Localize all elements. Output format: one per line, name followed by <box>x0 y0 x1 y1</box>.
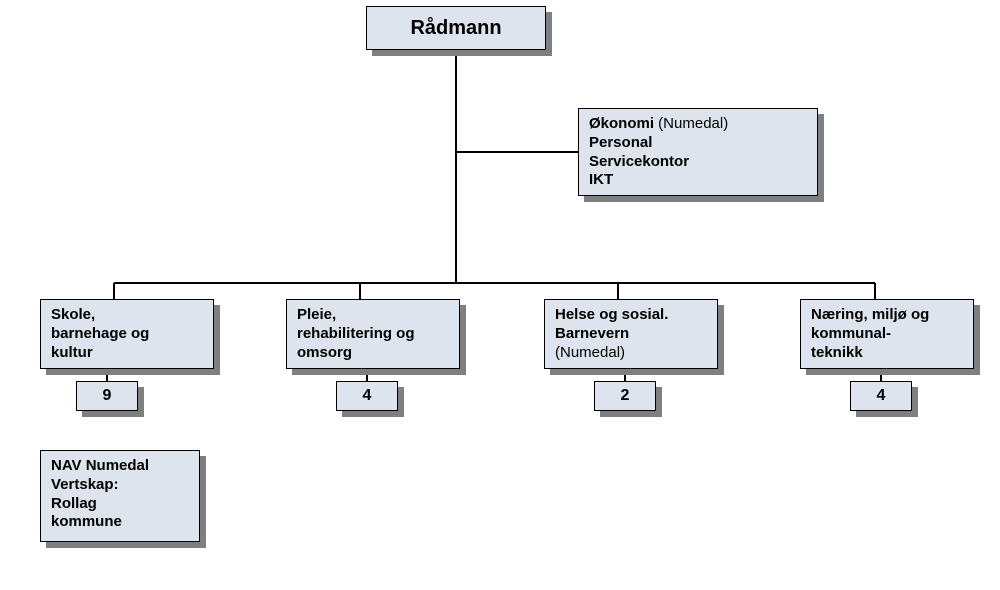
department-count: 4 <box>850 381 912 411</box>
department-count: 9 <box>76 381 138 411</box>
org-chart: Rådmann Økonomi (Numedal)PersonalServicek… <box>0 0 1000 590</box>
department-line: Helse og sosial. <box>555 306 707 325</box>
department-line: kommunal- <box>811 325 963 344</box>
department-line: barnehage og <box>51 325 203 344</box>
department-line: Barnevern <box>555 325 707 344</box>
department-count: 2 <box>594 381 656 411</box>
department-box: Helse og sosial.Barnevern(Numedal) <box>544 299 718 369</box>
root-node: Rådmann <box>366 6 546 50</box>
department-line: Pleie, <box>297 306 449 325</box>
department-box: Næring, miljø ogkommunal-teknikk <box>800 299 974 369</box>
staff-line: Servicekontor <box>589 153 807 172</box>
footer-line: kommune <box>51 513 189 532</box>
department-box: Pleie,rehabilitering ogomsorg <box>286 299 460 369</box>
footer-line: NAV Numedal <box>51 457 189 476</box>
department-line: (Numedal) <box>555 344 707 363</box>
staff-line: IKT <box>589 171 807 190</box>
staff-line: Personal <box>589 134 807 153</box>
department-line: kultur <box>51 344 203 363</box>
department-line: Næring, miljø og <box>811 306 963 325</box>
department-line: Skole, <box>51 306 203 325</box>
staff-line: Økonomi (Numedal) <box>589 115 807 134</box>
department-line: teknikk <box>811 344 963 363</box>
staff-box: Økonomi (Numedal)PersonalServicekontorIK… <box>578 108 818 196</box>
department-count: 4 <box>336 381 398 411</box>
footer-line: Vertskap: <box>51 476 189 495</box>
footer-box: NAV NumedalVertskap:Rollagkommune <box>40 450 200 542</box>
department-line: omsorg <box>297 344 449 363</box>
department-box: Skole,barnehage ogkultur <box>40 299 214 369</box>
department-line: rehabilitering og <box>297 325 449 344</box>
footer-line: Rollag <box>51 495 189 514</box>
